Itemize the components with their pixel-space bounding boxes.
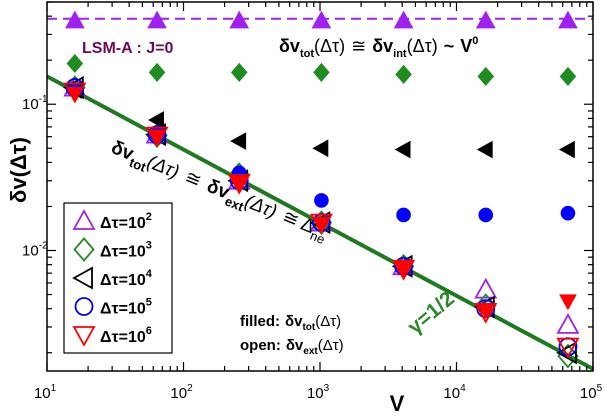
legend-label: Δτ=102 xyxy=(100,211,152,232)
legend-marker-4 xyxy=(72,326,96,347)
legend-label: Δτ=105 xyxy=(100,297,152,318)
filled-marker-series-1 xyxy=(477,66,495,86)
filled-marker-series-3 xyxy=(396,207,411,223)
x-axis-title: V xyxy=(390,391,405,416)
filled-marker-series-3 xyxy=(478,207,494,223)
y-tick-label: 10-2 xyxy=(22,240,48,259)
filled-marker-series-2 xyxy=(394,140,411,159)
filled-marker-series-1 xyxy=(148,62,166,82)
y-tick-label: 10-1 xyxy=(22,94,48,113)
filled-marker-series-4 xyxy=(394,261,413,277)
open-marker-series-0 xyxy=(556,313,580,334)
x-tick-label: 105 xyxy=(580,383,603,402)
legend-label: Δτ=104 xyxy=(100,268,153,289)
filled-marker-series-4 xyxy=(476,303,495,320)
legend-label: Δτ=103 xyxy=(100,240,152,261)
y-axis-title: δv(Δτ) xyxy=(6,137,31,203)
filled-marker-series-2 xyxy=(476,140,493,159)
filled-marker-series-0 xyxy=(393,10,414,29)
filled-marker-series-1 xyxy=(313,62,330,82)
x-tick-label: 102 xyxy=(170,383,193,402)
filled-marker-series-4 xyxy=(559,294,577,311)
legend-marker-0 xyxy=(72,209,96,230)
legend-label: Δτ=106 xyxy=(100,325,152,346)
filled-marker-series-3 xyxy=(560,205,576,221)
filled-marker-series-0 xyxy=(147,10,167,29)
x-tick-label: 103 xyxy=(307,383,330,402)
filled-marker-series-4 xyxy=(148,129,166,146)
data-markers xyxy=(63,10,580,369)
filled-marker-series-1 xyxy=(559,66,577,86)
filled-marker-series-2 xyxy=(148,111,164,129)
open-marker-series-4 xyxy=(227,173,251,195)
legend: Δτ=102 Δτ=103 Δτ=104 Δτ=105 Δτ=106 xyxy=(63,202,173,354)
open-marker-series-4 xyxy=(556,337,580,359)
filled-marker-series-0 xyxy=(311,10,332,29)
x-tick-label: 101 xyxy=(34,383,57,402)
filled-marker-series-1 xyxy=(66,53,84,74)
filled-marker-series-3 xyxy=(314,193,329,208)
filled-note: filled: δvtot(Δτ) xyxy=(240,313,341,333)
legend-box xyxy=(63,202,173,354)
filled-marker-series-0 xyxy=(558,10,578,29)
filled-marker-series-2 xyxy=(558,140,575,159)
legend-marker-1 xyxy=(73,237,95,262)
legend-marker-2 xyxy=(72,266,93,290)
filled-marker-series-2 xyxy=(230,132,247,150)
filled-marker-series-0 xyxy=(65,10,85,29)
filled-marker-series-4 xyxy=(66,86,84,103)
open-note: open: δvext(Δτ) xyxy=(240,337,344,357)
open-marker-series-2 xyxy=(556,341,577,365)
filled-marker-series-4 xyxy=(312,216,331,233)
filled-marker-series-0 xyxy=(475,10,496,29)
filled-marker-series-0 xyxy=(229,10,250,29)
gamma-label: γ=1/2 xyxy=(403,287,458,339)
open-marker-series-4 xyxy=(392,259,416,281)
filled-marker-series-4 xyxy=(230,175,249,192)
legend-marker-3 xyxy=(74,297,94,316)
filled-marker-series-1 xyxy=(230,62,248,82)
x-tick-label: 104 xyxy=(443,383,466,402)
axis-ticks: 101 102 103 104 105 10-2 10-1 xyxy=(22,1,603,402)
filled-marker-series-1 xyxy=(395,64,412,84)
upper-relation: δvtot(Δτ) ≅ δvint(Δτ) ~ V0 xyxy=(279,35,478,60)
filled-marker-series-2 xyxy=(312,139,329,158)
open-marker-series-0 xyxy=(474,277,498,299)
model-label: LSM-A : J=0 xyxy=(82,40,174,57)
